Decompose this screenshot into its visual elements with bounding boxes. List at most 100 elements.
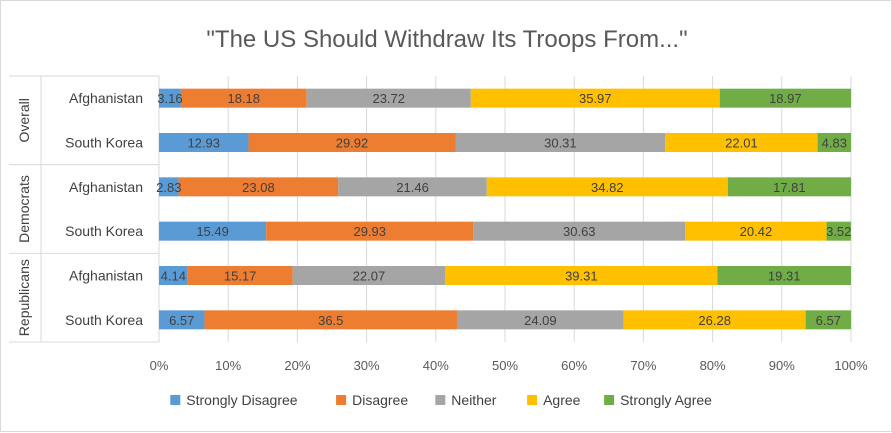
- x-tick-label: 60%: [561, 358, 587, 373]
- bar-segment: [178, 177, 339, 197]
- legend-swatch: [435, 395, 446, 405]
- group-label: Democrats: [16, 175, 32, 243]
- data-label: 24.09: [524, 313, 557, 328]
- data-label: 39.31: [565, 269, 598, 284]
- bar-segment: [727, 177, 851, 197]
- data-label: 3.52: [826, 224, 851, 239]
- data-label: 22.07: [353, 269, 386, 284]
- data-label: 29.93: [353, 224, 386, 239]
- bar-segment: [159, 177, 179, 197]
- bar-segment: [187, 266, 293, 285]
- group-label: Republicans: [16, 259, 32, 336]
- x-tick-label: 10%: [215, 358, 241, 373]
- data-label: 19.31: [768, 269, 801, 284]
- x-tick-label: 20%: [284, 358, 310, 373]
- legend-item: Neither: [435, 392, 497, 408]
- bar-segment: [445, 266, 718, 285]
- data-label: 35.97: [579, 91, 612, 106]
- bar-segment: [338, 177, 487, 197]
- x-tick-label: 0%: [150, 358, 169, 373]
- data-label: 18.97: [769, 91, 802, 106]
- legend-swatch: [336, 395, 347, 405]
- bar-segment: [457, 310, 624, 330]
- legend-item: Strongly Agree: [604, 392, 712, 408]
- bar-segment: [665, 133, 818, 152]
- x-axis: 0% 10% 20% 30% 40% 50% 60% 70% 80% 90% 100%: [150, 358, 868, 373]
- data-label: 6.57: [816, 313, 841, 328]
- category-label: South Korea: [65, 312, 143, 328]
- bar-segment: [159, 266, 188, 285]
- legend-label: Neither: [451, 392, 496, 408]
- x-tick-label: 50%: [492, 358, 518, 373]
- bar-segment: [159, 310, 205, 330]
- bar-segment: [470, 88, 720, 108]
- x-tick-label: 100%: [834, 358, 868, 373]
- legend-item: Strongly Disagree: [170, 392, 298, 408]
- data-label: 29.92: [336, 136, 369, 151]
- data-label: 18.18: [227, 91, 260, 106]
- data-label: 4.83: [822, 136, 847, 151]
- data-label: 30.63: [563, 224, 596, 239]
- category-label: Afghanistan: [69, 268, 143, 284]
- legend: Strongly Disagree Disagree Neither Agree Str…: [170, 392, 712, 408]
- group-axis: Overall Democrats Republicans: [9, 75, 159, 343]
- x-tick-label: 70%: [630, 358, 656, 373]
- data-label: 2.83: [156, 180, 181, 195]
- legend-label: Strongly Agree: [620, 392, 712, 408]
- bar-segment: [719, 88, 851, 108]
- data-label: 34.82: [591, 180, 624, 195]
- legend-label: Disagree: [352, 392, 408, 408]
- bar-segment: [159, 133, 249, 152]
- bar-segment: [486, 177, 728, 197]
- x-tick-label: 40%: [423, 358, 449, 373]
- legend-label: Agree: [543, 392, 581, 408]
- data-label: 17.81: [773, 180, 806, 195]
- data-label: 21.46: [396, 180, 429, 195]
- data-label: 15.49: [196, 224, 229, 239]
- bar-segment: [623, 310, 806, 330]
- x-tick-label: 80%: [700, 358, 726, 373]
- bar-segment: [248, 133, 456, 152]
- bar-segment: [455, 133, 666, 152]
- data-label: 22.01: [725, 136, 758, 151]
- data-label: 4.14: [161, 269, 186, 284]
- bar-segment: [473, 221, 686, 241]
- category-label: Afghanistan: [69, 179, 143, 195]
- data-label: 23.08: [242, 180, 275, 195]
- bar-segment: [826, 221, 851, 241]
- bar-segment: [204, 310, 458, 330]
- data-label: 23.72: [372, 91, 405, 106]
- legend-swatch: [604, 395, 615, 405]
- chart-title: "The US Should Withdraw Its Troops From.…: [206, 26, 687, 53]
- group-label: Overall: [16, 98, 32, 142]
- data-label: 20.42: [740, 224, 773, 239]
- x-tick-label: 90%: [769, 358, 795, 373]
- data-label: 36.5: [318, 313, 343, 328]
- bar-segment: [717, 266, 851, 285]
- legend-label: Strongly Disagree: [186, 392, 297, 408]
- data-label: 6.57: [169, 313, 194, 328]
- bar-segment: [159, 88, 181, 108]
- bar-segment: [159, 221, 267, 241]
- legend-swatch: [527, 395, 538, 405]
- data-label: 3.16: [157, 91, 182, 106]
- legend-swatch: [170, 395, 181, 405]
- category-label: South Korea: [65, 135, 143, 151]
- legend-item: Disagree: [336, 392, 408, 408]
- bar-segment: [817, 133, 851, 152]
- bar-segment: [292, 266, 446, 285]
- gridlines: [158, 76, 852, 342]
- bar-segment: [306, 88, 471, 108]
- bars: [159, 88, 852, 330]
- data-labels: 3.16 18.18 23.72 35.97 18.97 12.93 29.92 30.31 2…: [156, 91, 851, 328]
- legend-item: Agree: [527, 392, 581, 408]
- bar-segment: [180, 88, 307, 108]
- data-label: 26.28: [698, 313, 731, 328]
- bar-segment: [266, 221, 474, 241]
- data-label: 12.93: [187, 136, 220, 151]
- category-label: Afghanistan: [69, 90, 143, 106]
- x-tick-label: 30%: [354, 358, 380, 373]
- category-axis: Afghanistan South Korea Afghanistan South K…: [65, 90, 143, 328]
